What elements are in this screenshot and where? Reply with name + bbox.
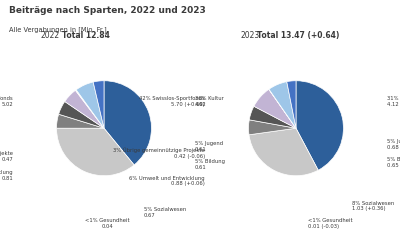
Text: 5% Bildung
0.61: 5% Bildung 0.61 (195, 159, 225, 170)
Wedge shape (65, 90, 104, 128)
Wedge shape (287, 81, 296, 128)
Wedge shape (296, 81, 344, 170)
Text: 2022: 2022 (40, 31, 60, 40)
Text: 42% Swisslos-Sportfonds
5.70 (+0.69): 42% Swisslos-Sportfonds 5.70 (+0.69) (139, 96, 205, 107)
Wedge shape (76, 82, 104, 128)
Wedge shape (56, 114, 104, 128)
Text: 5% Jugend
0.68 (+0.06): 5% Jugend 0.68 (+0.06) (387, 139, 400, 150)
Text: 5% Jugend
0.61: 5% Jugend 0.61 (195, 141, 223, 152)
Text: Alle Vergabungen in [Mio. Fr.]: Alle Vergabungen in [Mio. Fr.] (9, 26, 106, 33)
Text: 6% Umwelt und Entwicklung
0.81: 6% Umwelt und Entwicklung 0.81 (0, 170, 13, 181)
Text: <1% Gesundheit
0.01 (-0.03): <1% Gesundheit 0.01 (-0.03) (308, 218, 352, 229)
Text: 31% Kultur
4.12 (-0.50): 31% Kultur 4.12 (-0.50) (387, 96, 400, 107)
Text: <1% Gesundheit
0.04: <1% Gesundheit 0.04 (85, 218, 130, 229)
Wedge shape (56, 128, 134, 176)
Text: 36% Kultur
4.62: 36% Kultur 4.62 (195, 96, 224, 107)
Wedge shape (76, 90, 104, 128)
Text: 4% Übrige gemeinnützige Projekte
0.47: 4% Übrige gemeinnützige Projekte 0.47 (0, 150, 13, 162)
Wedge shape (249, 128, 318, 176)
Text: 3% Übrige gemeinnützige Projekte
0.42 (-0.06): 3% Übrige gemeinnützige Projekte 0.42 (-… (113, 147, 205, 159)
Text: 39% Swisslos-Sportfonds
5.02: 39% Swisslos-Sportfonds 5.02 (0, 96, 13, 107)
Wedge shape (269, 89, 296, 128)
Wedge shape (249, 106, 296, 128)
Wedge shape (59, 101, 104, 128)
Text: Total 13.47 (+0.64): Total 13.47 (+0.64) (257, 31, 339, 40)
Text: Total 12.84: Total 12.84 (62, 31, 110, 40)
Text: 2023: 2023 (240, 31, 260, 40)
Text: 5% Sozialwesen
0.67: 5% Sozialwesen 0.67 (144, 207, 186, 218)
Text: 5% Bildung
0.65 (+0.04): 5% Bildung 0.65 (+0.04) (387, 157, 400, 168)
Text: 6% Umwelt und Entwicklung
0.88 (+0.06): 6% Umwelt und Entwicklung 0.88 (+0.06) (129, 176, 205, 186)
Wedge shape (269, 82, 296, 128)
Wedge shape (104, 81, 152, 165)
Wedge shape (248, 120, 296, 135)
Text: Beiträge nach Sparten, 2022 und 2023: Beiträge nach Sparten, 2022 und 2023 (9, 6, 206, 15)
Wedge shape (93, 81, 104, 128)
Text: 8% Sozialwesen
1.03 (+0.36): 8% Sozialwesen 1.03 (+0.36) (352, 201, 394, 211)
Wedge shape (254, 89, 296, 128)
